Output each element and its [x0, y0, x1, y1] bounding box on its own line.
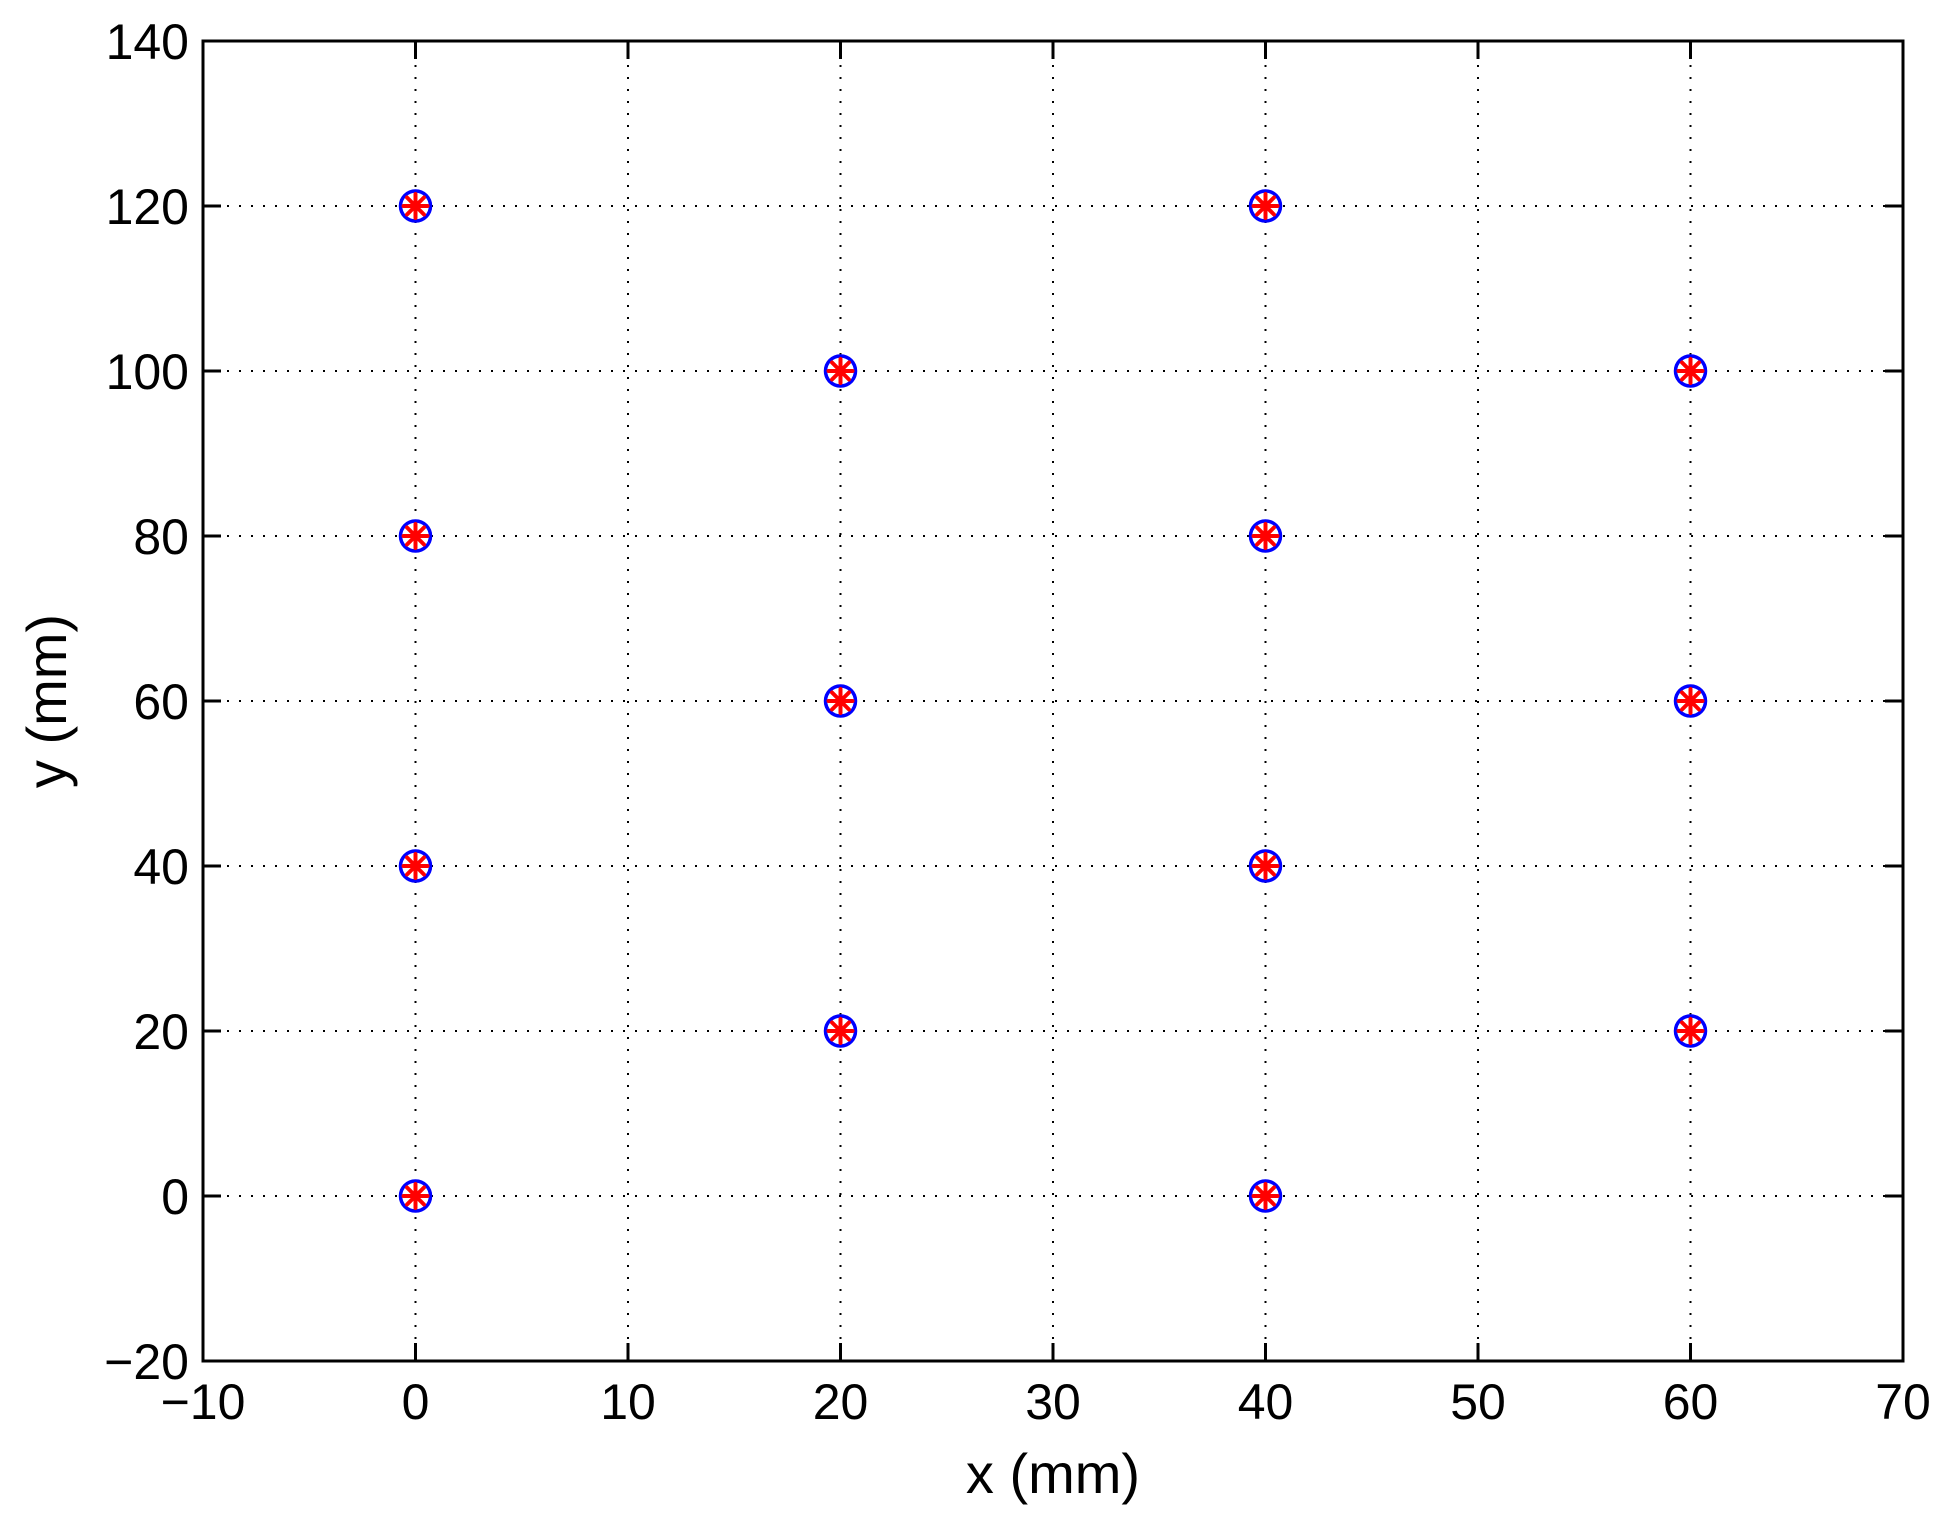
asterisk-stroke — [405, 195, 426, 217]
data-point-asterisk — [826, 687, 855, 715]
x-tick-label: 70 — [1875, 1374, 1931, 1430]
data-point-asterisk — [1676, 1017, 1705, 1045]
data-point-circle — [1248, 1179, 1283, 1213]
data-point-circle — [1673, 1014, 1708, 1048]
asterisk-stroke — [1680, 1020, 1701, 1042]
data-point-circle — [398, 189, 433, 223]
tick-labels: −10 0 10 20 30 40 50 60 70 −20 0 20 40 60 80 100 120 140 — [104, 14, 1931, 1430]
data-point-circle — [1673, 684, 1708, 718]
data-point-circle — [1248, 849, 1283, 883]
data-point-asterisk — [401, 852, 430, 880]
data-point-asterisk — [401, 192, 430, 220]
asterisk-stroke — [1255, 525, 1276, 547]
data-point-circle — [823, 684, 858, 718]
data-point-asterisk — [401, 522, 430, 550]
data-point-circle — [823, 354, 858, 388]
asterisk-stroke — [830, 1020, 851, 1042]
asterisk-stroke — [1680, 690, 1701, 712]
x-tick-label: 10 — [600, 1374, 656, 1430]
x-tick-label: 0 — [402, 1374, 430, 1430]
y-tick-label: 40 — [133, 839, 189, 895]
y-axis-label: y (mm) — [15, 614, 78, 788]
data-point-asterisk — [1251, 522, 1280, 550]
data-point-circle — [823, 1014, 858, 1048]
x-tick-label: 60 — [1663, 1374, 1719, 1430]
x-tick-label: 20 — [813, 1374, 869, 1430]
data-point-asterisk — [826, 1017, 855, 1045]
asterisk-stroke — [830, 690, 851, 712]
x-tick-label: 50 — [1450, 1374, 1506, 1430]
asterisk-stroke — [1255, 855, 1276, 877]
y-tick-label: 0 — [161, 1169, 189, 1225]
x-tick-label: 30 — [1025, 1374, 1081, 1430]
data-point-asterisk — [1251, 192, 1280, 220]
y-tick-label: 120 — [106, 179, 189, 235]
asterisk-stroke — [1255, 1185, 1276, 1207]
data-point-asterisk — [826, 357, 855, 385]
y-tick-label: 100 — [106, 344, 189, 400]
asterisk-stroke — [405, 525, 426, 547]
data-point-circle — [1248, 519, 1283, 553]
data-point-circle — [398, 849, 433, 883]
y-tick-label: −20 — [104, 1334, 189, 1390]
asterisk-stroke — [1255, 195, 1276, 217]
x-axis-label: x (mm) — [966, 1442, 1140, 1505]
data-point-asterisk — [401, 1182, 430, 1210]
asterisk-stroke — [405, 1185, 426, 1207]
plot-area-frame — [201, 39, 1905, 1363]
y-tick-label: 60 — [133, 674, 189, 730]
data-point-asterisk — [1251, 852, 1280, 880]
y-tick-label: 80 — [133, 509, 189, 565]
y-tick-label: 20 — [133, 1004, 189, 1060]
data-point-circle — [1673, 354, 1708, 388]
y-tick-label: 140 — [106, 14, 189, 70]
data-point-asterisk — [1676, 357, 1705, 385]
asterisk-stroke — [405, 855, 426, 877]
x-tick-label: −10 — [161, 1374, 246, 1430]
data-point-asterisk — [1251, 1182, 1280, 1210]
asterisk-stroke — [1680, 360, 1701, 382]
data-point-circle — [398, 1179, 433, 1213]
data-markers — [398, 189, 1708, 1213]
asterisk-stroke — [830, 360, 851, 382]
data-point-circle — [398, 519, 433, 553]
x-tick-label: 40 — [1238, 1374, 1294, 1430]
data-point-circle — [1248, 189, 1283, 223]
data-point-asterisk — [1676, 687, 1705, 715]
